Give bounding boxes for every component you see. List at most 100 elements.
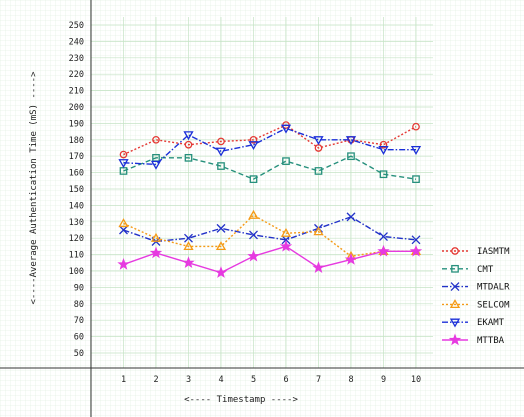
legend-entry: MTDALR [442, 282, 510, 293]
y-tick-label: 220 [69, 70, 84, 80]
data-point [184, 153, 193, 162]
legend-entry: CMT [442, 265, 494, 275]
series-line [123, 216, 417, 243]
legend-entry: SELCOM [442, 299, 510, 310]
legend-marker [448, 333, 462, 346]
legend-marker [451, 247, 459, 255]
data-point [119, 225, 128, 235]
series-line [123, 245, 416, 274]
data-point [150, 160, 162, 170]
data-point [247, 249, 260, 262]
series-mtdalr [119, 212, 421, 246]
legend-marker [450, 282, 460, 292]
y-tick-label: 180 [69, 136, 84, 146]
x-tick-label: 2 [153, 375, 158, 385]
legend-entry: MTTBA [442, 333, 505, 346]
y-tick-label: 70 [74, 316, 84, 326]
x-tick-label: 3 [186, 375, 191, 385]
data-point [280, 124, 292, 134]
data-point [409, 244, 423, 257]
y-tick-label: 140 [69, 201, 84, 211]
x-axis-title: <---- Timestamp ----> [184, 395, 298, 405]
data-point [118, 218, 129, 228]
data-point [410, 145, 422, 155]
data-point [152, 135, 160, 144]
legend-marker [451, 264, 459, 273]
data-point [184, 233, 193, 243]
data-point [217, 137, 225, 146]
x-tick-label: 4 [218, 375, 223, 385]
data-point [346, 212, 356, 222]
data-point [345, 136, 357, 146]
data-point [248, 209, 259, 219]
data-point [280, 227, 292, 237]
data-point [379, 140, 388, 149]
legend-label: EKAMT [477, 318, 505, 328]
data-point [282, 157, 290, 165]
legend-label: MTTBA [477, 336, 505, 346]
data-point [215, 241, 227, 251]
y-tick-label: 160 [69, 169, 84, 179]
data-point [182, 256, 195, 269]
data-point [249, 175, 258, 184]
y-tick-label: 190 [69, 119, 84, 129]
legend-entry: IASMTM [442, 247, 510, 257]
data-point [412, 122, 420, 131]
data-point [183, 241, 194, 251]
legend-label: IASMTM [477, 247, 510, 257]
y-tick-label: 50 [74, 349, 84, 359]
data-point [412, 175, 420, 184]
y-tick-label: 210 [69, 87, 84, 97]
data-point [313, 226, 324, 236]
y-tick-label: 240 [69, 37, 84, 47]
y-tick-label: 250 [69, 21, 84, 31]
data-point [149, 246, 163, 259]
series-mttba [117, 239, 423, 278]
y-tick-label: 120 [69, 234, 84, 244]
x-tick-label: 6 [283, 375, 288, 385]
data-point [249, 135, 258, 144]
legend-label: SELCOM [477, 300, 510, 310]
legend-entry: EKAMT [442, 318, 505, 328]
series-ekamt [118, 124, 422, 170]
y-tick-label: 200 [69, 103, 84, 113]
x-tick-label: 1 [121, 375, 126, 385]
y-tick-label: 130 [69, 218, 84, 228]
series-line [123, 214, 416, 257]
y-tick-label: 100 [69, 267, 84, 277]
y-tick-label: 60 [74, 333, 84, 343]
x-tick-label: 8 [348, 375, 353, 385]
legend-marker [449, 318, 461, 328]
data-point [314, 167, 323, 175]
data-point [119, 150, 128, 159]
series-line [123, 155, 417, 180]
y-tick-label: 150 [69, 185, 84, 195]
data-point [248, 141, 259, 151]
data-point [249, 230, 258, 240]
data-point [216, 223, 226, 233]
data-point [117, 257, 130, 270]
data-point [379, 170, 388, 179]
legend: IASMTM CMT MTDALR SELCOM EKAMT MTTBA [442, 247, 510, 346]
data-point [379, 232, 388, 242]
y-tick-label: 110 [69, 251, 84, 261]
data-point [150, 232, 162, 242]
series-line [123, 127, 416, 166]
data-point [183, 131, 194, 141]
y-axis-title: <----Average Authentication Time (mS) --… [29, 71, 39, 305]
data-point [312, 261, 325, 273]
series-lines [117, 121, 423, 278]
data-point [378, 145, 389, 155]
y-tick-label: 230 [69, 54, 84, 64]
data-point [217, 162, 225, 170]
series-cmt [119, 152, 420, 184]
data-point [281, 235, 291, 245]
data-point [411, 235, 421, 245]
data-point [313, 136, 324, 146]
x-tick-label: 9 [381, 375, 386, 385]
x-tick-label: 5 [251, 375, 256, 385]
data-point [279, 239, 293, 252]
data-point [347, 152, 355, 161]
